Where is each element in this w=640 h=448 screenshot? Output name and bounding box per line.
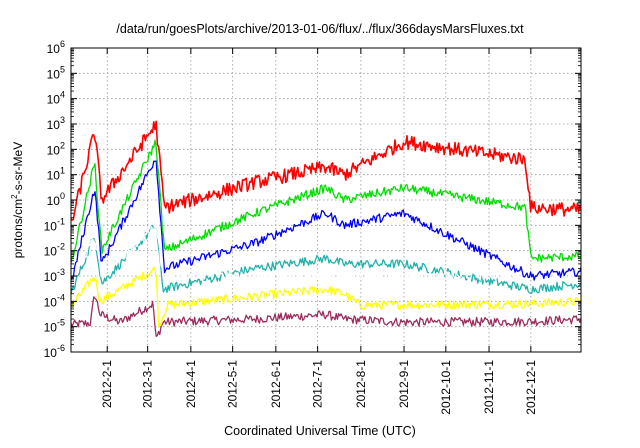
y-tick-label-exponent: -1 (57, 216, 65, 226)
x-axis-label: Coordinated Universal Time (UTC) (224, 424, 416, 438)
y-tick-label: 106 (47, 39, 65, 56)
y-tick-label: 103 (47, 115, 65, 132)
y-tick-label: 104 (47, 90, 65, 107)
series-line-4 (71, 221, 581, 282)
y-tick-label-exponent: -2 (57, 242, 65, 252)
y-tick-label-exponent: 1 (60, 166, 65, 176)
series-line-1 (71, 296, 581, 337)
y-tick-label-exponent: -3 (57, 267, 65, 277)
y-tick-label-exponent: -5 (57, 318, 65, 328)
x-tick-label: 2012-4-1 (184, 360, 198, 408)
x-tick-label: 2012-9-1 (397, 360, 411, 408)
series-line-6 (71, 139, 581, 264)
x-tick-label: 2012-6-1 (269, 360, 283, 408)
x-tick-label: 2012-5-1 (226, 360, 240, 408)
series-line-2 (71, 266, 581, 328)
y-tick-label-exponent: 6 (60, 39, 65, 49)
chart-title: /data/run/goesPlots/archive/2013-01-06/f… (116, 22, 524, 36)
x-tick-label: 2012-11-1 (482, 360, 496, 414)
series-line-7 (71, 120, 581, 221)
x-tick-label: 2012-7-1 (311, 360, 325, 408)
x-tick-label: 2012-3-1 (141, 360, 155, 408)
y-tick-label-exponent: 5 (60, 64, 65, 74)
y-tick-label: 10-1 (44, 216, 65, 233)
y-tick-label-exponent: -6 (57, 343, 65, 353)
y-tick-label: 101 (47, 166, 65, 183)
y-tick-label-exponent: 0 (60, 191, 65, 201)
y-tick-label: 100 (47, 191, 65, 208)
y-tick-label-exponent: -4 (57, 292, 65, 302)
series-line-3 (71, 224, 581, 295)
x-tick-label: 2012-10-1 (439, 360, 453, 415)
x-tick-label: 2012-12-1 (524, 360, 538, 415)
y-tick-label-exponent: 2 (60, 140, 65, 150)
y-tick-label: 10-3 (44, 267, 65, 284)
y-tick-label: 10-5 (44, 318, 65, 335)
x-tick-label: 2012-2-1 (100, 360, 114, 408)
y-tick-label: 10-6 (44, 343, 65, 360)
y-tick-label: 102 (47, 140, 65, 157)
x-tick-label: 2012-8-1 (354, 360, 368, 408)
y-tick-label-exponent: 3 (60, 115, 65, 125)
y-tick-label: 10-2 (44, 242, 65, 259)
series-line-5 (71, 160, 581, 281)
y-tick-label-exponent: 4 (60, 90, 65, 100)
y-tick-label: 10-4 (44, 292, 65, 309)
y-tick-label: 105 (47, 64, 65, 81)
